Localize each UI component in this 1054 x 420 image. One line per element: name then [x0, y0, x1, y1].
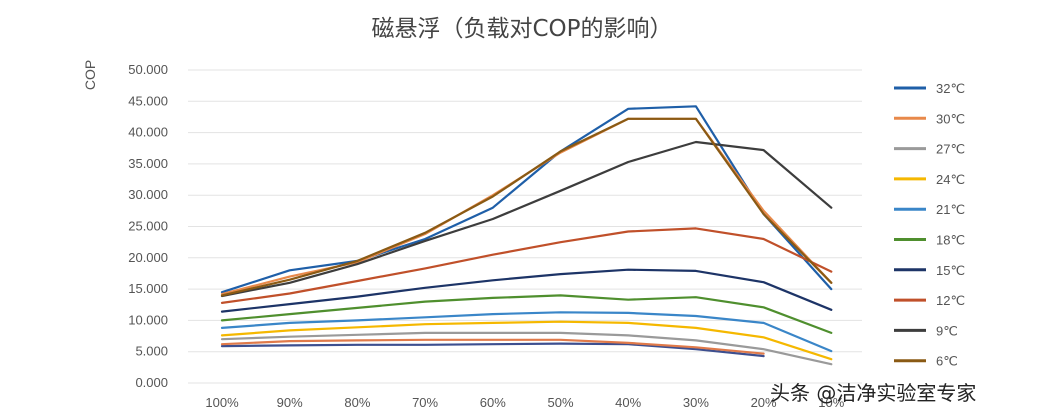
legend-label: 30℃: [936, 111, 965, 126]
y-axis-label: COP: [82, 60, 98, 90]
x-tick-label: 10%: [818, 395, 844, 410]
x-tick-label: 100%: [205, 395, 239, 410]
series-line: [220, 320, 833, 361]
y-tick-label: 40.000: [128, 125, 168, 140]
x-tick-label: 50%: [547, 395, 573, 410]
y-tick-label: 0.000: [135, 375, 168, 390]
legend-label: 15℃: [936, 263, 965, 278]
legend-label: 12℃: [936, 293, 965, 308]
y-tick-label: 15.000: [128, 281, 168, 296]
x-tick-label: 90%: [277, 395, 303, 410]
x-tick-label: 30%: [683, 395, 709, 410]
legend-label: 6℃: [936, 354, 958, 369]
y-tick-label: 35.000: [128, 156, 168, 171]
legend: 32℃ 30℃ 27℃ 24℃ 21℃ 18℃ 15℃ 12℃ 9℃ 6℃: [894, 81, 965, 369]
series-line: [220, 117, 833, 297]
y-tick-label: 50.000: [128, 62, 168, 77]
series-line: [220, 268, 833, 313]
series-line: [220, 338, 765, 355]
series-lines: [220, 105, 833, 366]
series-line: [220, 105, 833, 294]
y-tick-label: 25.000: [128, 219, 168, 234]
series-line: [220, 342, 765, 358]
series-line: [220, 331, 833, 366]
series-line: [220, 140, 833, 298]
y-tick-label: 5.000: [135, 344, 168, 359]
x-tick-label: 70%: [412, 395, 438, 410]
watermark-text: 头条 @洁净实验室专家: [770, 381, 976, 405]
series-line: [220, 227, 833, 304]
x-tick-label: 60%: [480, 395, 506, 410]
x-tick-label: 80%: [344, 395, 370, 410]
legend-label: 24℃: [936, 172, 965, 187]
chart-title: 磁悬浮（负载对COP的影响）: [371, 16, 672, 42]
y-tick-label: 10.000: [128, 312, 168, 327]
legend-label: 9℃: [936, 323, 958, 338]
x-tick-label: 40%: [615, 395, 641, 410]
legend-label: 32℃: [936, 81, 965, 96]
legend-label: 21℃: [936, 202, 965, 217]
x-tick-label: 20%: [751, 395, 777, 410]
y-tick-label: 30.000: [128, 187, 168, 202]
legend-label: 18℃: [936, 233, 965, 248]
y-tick-label: 20.000: [128, 250, 168, 265]
x-tick-labels: 100% 90% 80% 70% 60% 50% 40% 30% 20% 10%: [205, 395, 844, 410]
series-line: [220, 311, 833, 353]
gridlines: [188, 69, 862, 384]
series-line: [220, 294, 833, 334]
y-tick-label: 45.000: [128, 93, 168, 108]
legend-label: 27℃: [936, 142, 965, 157]
y-tick-labels: 0.000 5.000 10.000 15.000 20.000 25.000 30.000…: [128, 62, 168, 390]
